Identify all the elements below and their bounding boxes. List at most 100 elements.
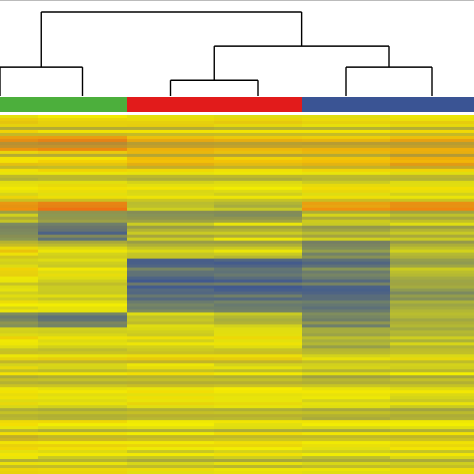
- heatmap-cell: [214, 411, 302, 415]
- heatmap-cell: [127, 300, 214, 304]
- heatmap-cell: [302, 120, 390, 125]
- heatmap-cell: [214, 201, 302, 206]
- heatmap-cell: [302, 258, 390, 262]
- heatmap-cell: [0, 222, 38, 227]
- heatmap-cell: [0, 186, 38, 191]
- heatmap-cell: [390, 285, 474, 289]
- heatmap-cell: [390, 465, 474, 469]
- heatmap-cell: [38, 231, 127, 236]
- heatmap-cell: [127, 363, 214, 367]
- heatmap-cell: [0, 192, 38, 197]
- heatmap-cell: [214, 258, 302, 262]
- heatmap-cell: [214, 417, 302, 421]
- heatmap-cell: [0, 432, 38, 436]
- heatmap-cell: [214, 243, 302, 248]
- heatmap-cell: [390, 252, 474, 257]
- heatmap-cell: [127, 204, 214, 209]
- heatmap-cell: [302, 324, 390, 328]
- heatmap-cell: [127, 330, 214, 334]
- heatmap-cell: [38, 243, 127, 248]
- heatmap-cell: [0, 159, 38, 164]
- heatmap-cell: [302, 264, 390, 268]
- heatmap-cell: [214, 288, 302, 292]
- heatmap-cell: [38, 198, 127, 203]
- heatmap-cell: [214, 315, 302, 319]
- heatmap-cell: [0, 210, 38, 215]
- heatmap-cell: [390, 147, 474, 152]
- heatmap-cell: [214, 159, 302, 164]
- heatmap-cell: [302, 183, 390, 188]
- heatmap-cell: [0, 174, 38, 179]
- heatmap-cell: [38, 285, 127, 289]
- heatmap-cell: [302, 429, 390, 433]
- heatmap-cell: [390, 156, 474, 161]
- heatmap-cell: [0, 384, 38, 388]
- heatmap-cell: [390, 393, 474, 397]
- heatmap-cell: [302, 141, 390, 146]
- heatmap-cell: [214, 282, 302, 286]
- heatmap-cell: [214, 456, 302, 460]
- heatmap-cell: [0, 258, 38, 262]
- heatmap-cell: [38, 294, 127, 298]
- heatmap-cell: [0, 342, 38, 346]
- heatmap-cell: [0, 348, 38, 352]
- heatmap-cell: [214, 195, 302, 200]
- heatmap-cell: [38, 159, 127, 164]
- heatmap-cell: [214, 444, 302, 448]
- heatmap-cell: [127, 351, 214, 355]
- heatmap-cell: [38, 144, 127, 149]
- heatmap-cell: [214, 177, 302, 182]
- heatmap-cell: [390, 432, 474, 436]
- heatmap-cell: [127, 456, 214, 460]
- heatmap-cell: [38, 129, 127, 134]
- heatmap-cell: [0, 219, 38, 224]
- heatmap-cell: [0, 216, 38, 221]
- heatmap-cell: [127, 141, 214, 146]
- heatmap-cell: [302, 270, 390, 274]
- heatmap-cell: [0, 135, 38, 140]
- heatmap-cell: [302, 198, 390, 203]
- heatmap-cell: [214, 115, 302, 119]
- heatmap-cell: [302, 222, 390, 227]
- heatmap-cell: [214, 231, 302, 236]
- heatmap-cell: [302, 318, 390, 322]
- heatmap-cell: [390, 342, 474, 346]
- heatmap-cell: [127, 285, 214, 289]
- heatmap-cell: [390, 441, 474, 445]
- heatmap-cell: [302, 225, 390, 230]
- heatmap-cell: [390, 426, 474, 430]
- heatmap-cell: [0, 402, 38, 406]
- heatmap-cell: [214, 351, 302, 355]
- heatmap-cell: [38, 378, 127, 382]
- heatmap-cell: [127, 213, 214, 218]
- heatmap-cell: [390, 264, 474, 268]
- heatmap-cell: [127, 279, 214, 283]
- heatmap-cell: [0, 456, 38, 460]
- heatmap-cell: [0, 204, 38, 209]
- heatmap-cell: [302, 291, 390, 295]
- heatmap-cell: [302, 288, 390, 292]
- heatmap-cell: [214, 216, 302, 221]
- heatmap-cell: [390, 129, 474, 134]
- heatmap-cell: [38, 267, 127, 271]
- heatmap-cell: [302, 213, 390, 218]
- heatmap-cell: [390, 216, 474, 221]
- heatmap-cell: [38, 426, 127, 430]
- heatmap-cell: [214, 318, 302, 322]
- heatmap-cell: [127, 261, 214, 265]
- heatmap-cell: [302, 177, 390, 182]
- heatmap-cell: [390, 192, 474, 197]
- heatmap-cell: [390, 372, 474, 376]
- heatmap-cell: [38, 396, 127, 400]
- heatmap-cell: [38, 273, 127, 277]
- heatmap-cell: [302, 279, 390, 283]
- heatmap-cell: [214, 228, 302, 233]
- heatmap-cell: [0, 237, 38, 242]
- heatmap-cell: [390, 471, 474, 474]
- heatmap-cell: [214, 276, 302, 280]
- heatmap-cell: [0, 450, 38, 454]
- heatmap-cell: [214, 408, 302, 412]
- heatmap-cell: [38, 186, 127, 191]
- heatmap-cell: [38, 369, 127, 373]
- heatmap-cell: [214, 225, 302, 230]
